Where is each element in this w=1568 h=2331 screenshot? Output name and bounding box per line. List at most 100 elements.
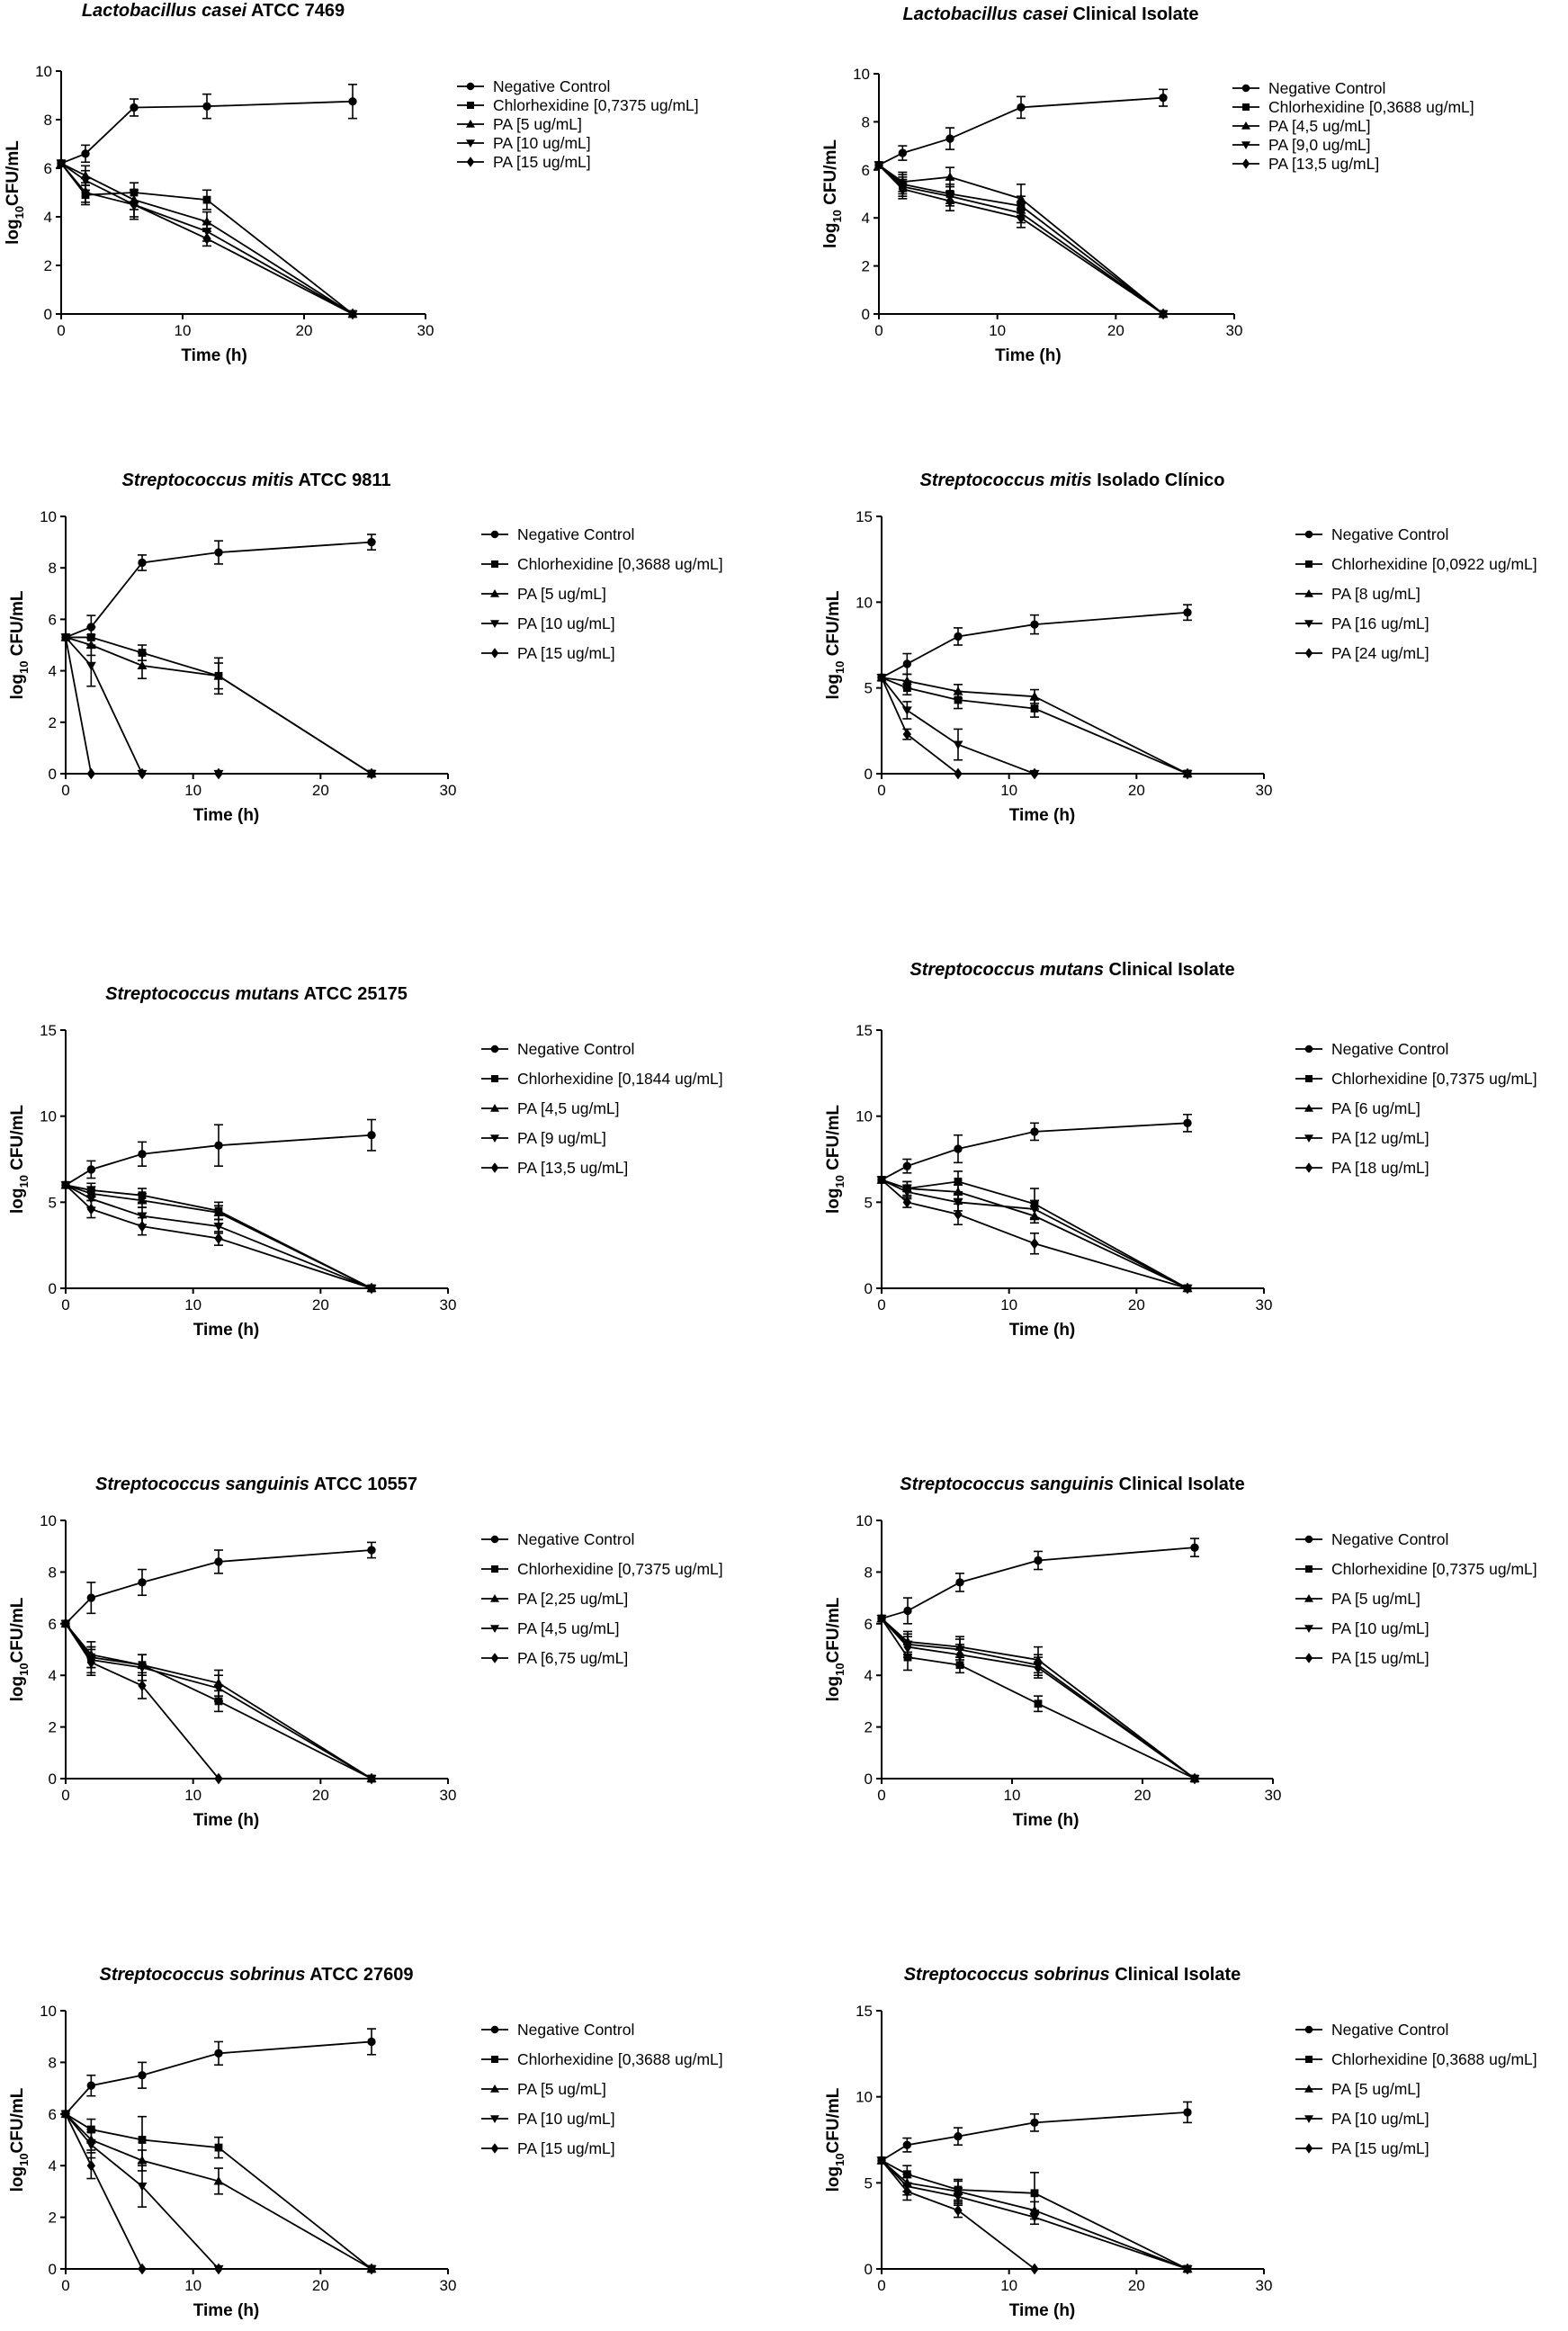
y-axis-title-unit: CFU/mL	[8, 590, 27, 661]
legend-marker	[1305, 1565, 1313, 1573]
data-point	[348, 97, 357, 106]
y-axis-title: log10 CFU/mL	[8, 590, 31, 699]
y-tick-label: 0	[865, 2261, 873, 2278]
data-point	[953, 1198, 963, 1207]
legend-label: PA [10 ug/mL]	[1331, 2110, 1429, 2128]
legend-label: Negative Control	[1268, 79, 1385, 97]
legend-label: Negative Control	[1331, 1040, 1448, 1058]
data-series	[61, 1618, 376, 1785]
data-point	[1016, 193, 1026, 202]
data-point	[901, 676, 912, 686]
legend-label: Chlorhexidine [0,3688 ug/mL]	[517, 2050, 723, 2068]
y-tick-label: 8	[862, 113, 870, 130]
data-point	[1017, 211, 1026, 224]
y-tick-label: 10	[40, 2003, 57, 2020]
y-axis-title-log: log	[8, 674, 27, 700]
chart-title-strain: Clinical Isolate	[1104, 960, 1235, 980]
legend-label: Chlorhexidine [0,7375 ug/mL]	[493, 96, 699, 114]
data-series	[61, 1118, 376, 1189]
data-series	[61, 1179, 376, 1295]
y-axis-title-unit: CFU/mL	[824, 1105, 843, 1176]
legend-label: PA [18 ug/mL]	[1331, 1159, 1429, 1177]
legend-label: PA [6 ug/mL]	[1331, 1099, 1420, 1117]
data-point	[1030, 2263, 1039, 2275]
data-point	[1030, 2118, 1039, 2128]
y-axis-title-unit: CFU/mL	[824, 2087, 843, 2153]
legend-label: Chlorhexidine [0,3688 ug/mL]	[517, 555, 723, 573]
x-tick-label: 20	[1107, 322, 1124, 339]
y-axis-title-log: log	[824, 1188, 843, 1215]
chart-title-species: Streptococcus sobrinus	[100, 1965, 306, 1985]
y-tick-label: 4	[49, 1667, 57, 1684]
x-tick-label: 10	[1000, 2277, 1017, 2294]
y-tick-label: 10	[35, 63, 52, 80]
data-series	[877, 2101, 1192, 2165]
data-point	[85, 2141, 96, 2150]
data-point	[1029, 691, 1040, 701]
legend-label: Chlorhexidine [0,1844 ug/mL]	[517, 1070, 723, 1088]
legend-label: PA [10 ug/mL]	[1331, 1619, 1429, 1637]
y-tick-label: 2	[865, 1719, 873, 1736]
x-tick-label: 30	[440, 1296, 457, 1313]
x-tick-label: 10	[184, 782, 202, 799]
data-point	[874, 159, 883, 171]
data-point	[61, 632, 70, 643]
y-tick-label: 6	[44, 160, 52, 177]
data-point	[954, 632, 963, 641]
y-axis-title-log: log	[824, 1676, 843, 1702]
legend-marker	[490, 1104, 499, 1112]
x-tick-label: 10	[989, 322, 1006, 339]
y-axis-title-subscript: 10	[833, 661, 847, 674]
legend-label: PA [5 ug/mL]	[1331, 1590, 1420, 1608]
x-tick-label: 30	[1226, 322, 1243, 339]
x-tick-label: 0	[877, 1296, 885, 1313]
legend-marker	[490, 1653, 499, 1663]
y-axis-title-subscript: 10	[830, 210, 844, 222]
data-point	[902, 1197, 912, 1208]
data-point	[367, 1131, 376, 1140]
y-axis-title-unit: CFU/mL	[8, 1105, 27, 1176]
x-tick-label: 20	[1128, 782, 1145, 799]
data-point	[86, 1165, 96, 1174]
data-point	[213, 670, 224, 680]
data-point	[1159, 94, 1168, 103]
data-series	[877, 2155, 1192, 2275]
chart-panel: Lactobacillus casei Clinical Isolate 0 2 4 6…	[821, 4, 1474, 365]
legend-label: PA [9,0 ug/mL]	[1268, 136, 1371, 154]
legend-marker	[490, 620, 499, 628]
data-point	[137, 1212, 148, 1222]
y-axis-title-log: log	[8, 1676, 27, 1702]
chart-title-strain: ATCC 7469	[246, 1, 345, 21]
y-tick-label: 0	[44, 306, 52, 323]
data-point	[901, 706, 912, 715]
y-tick-label: 15	[856, 2003, 873, 2020]
chart-title-species: Lactobacillus casei	[902, 4, 1068, 24]
y-tick-label: 8	[49, 1564, 57, 1581]
y-tick-label: 4	[49, 663, 57, 680]
y-axis-title: log10 CFU/mL	[821, 139, 844, 248]
legend-marker	[1241, 141, 1250, 149]
data-point	[138, 1150, 147, 1159]
legend-label: PA [15 ug/mL]	[1331, 2139, 1429, 2157]
data-point	[138, 2263, 147, 2275]
data-point	[137, 660, 148, 670]
x-tick-label: 0	[61, 1296, 69, 1313]
data-point	[86, 2159, 96, 2172]
data-point	[898, 183, 908, 195]
x-axis-title: Time (h)	[193, 1811, 260, 1830]
data-point	[1029, 2213, 1040, 2223]
y-tick-label: 4	[44, 209, 52, 226]
chart-panel: Streptococcus sanguinis Clinical Isolate…	[824, 1475, 1537, 1830]
y-tick-label: 0	[862, 306, 870, 323]
data-point	[367, 1282, 376, 1295]
legend-label: PA [4,5 ug/mL]	[517, 1619, 620, 1637]
data-point	[902, 659, 912, 668]
chart-title-species: Lactobacillus casei	[82, 1, 247, 21]
legend-marker	[1304, 1653, 1313, 1663]
y-axis-title: log10CFU/mL	[824, 2087, 847, 2192]
legend-marker	[1304, 620, 1313, 628]
x-tick-label: 10	[1000, 782, 1017, 799]
legend-label: PA [24 ug/mL]	[1331, 644, 1429, 662]
chart-panel: Lactobacillus casei ATCC 7469 0 2 4 6 8 10 0 10 2…	[4, 1, 699, 365]
legend-marker	[1304, 2143, 1313, 2154]
